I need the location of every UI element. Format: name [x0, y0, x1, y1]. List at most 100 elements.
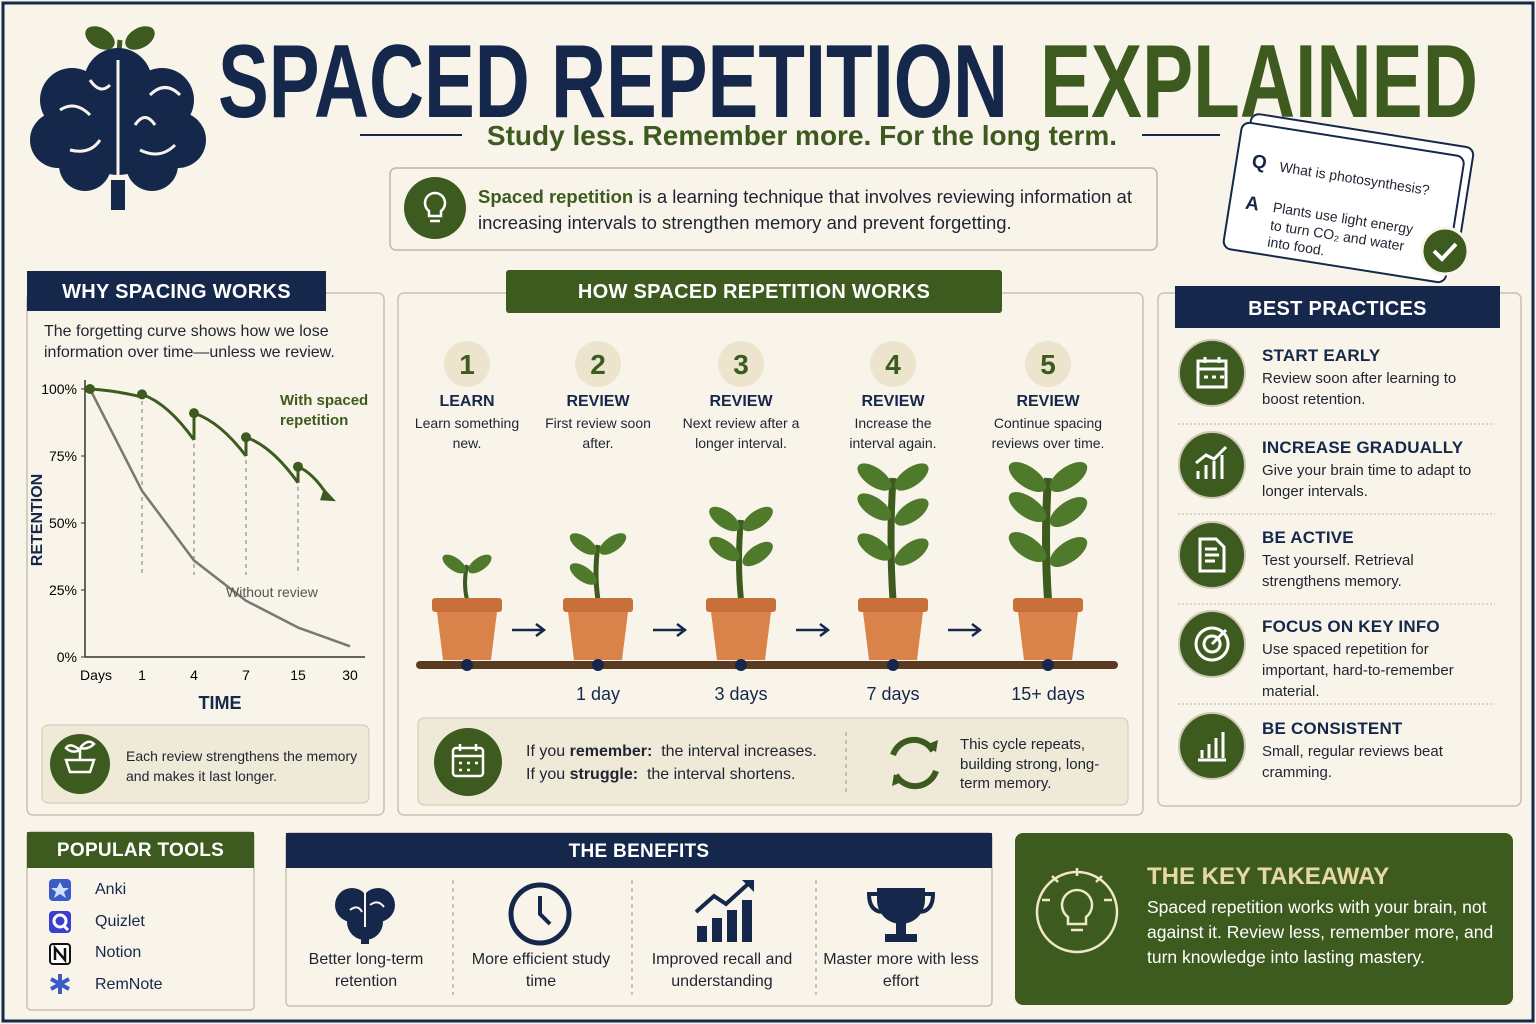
pot-rim: [858, 598, 928, 612]
pot: [711, 612, 771, 660]
interval: 1 day: [575, 684, 621, 704]
pot-rim: [706, 598, 776, 612]
review-point: [189, 408, 199, 419]
rule-prefix: If you: [526, 766, 566, 783]
definition-text: is a learning technique that involves re…: [478, 186, 1132, 233]
pot: [568, 612, 628, 660]
rule-keyword: remember:: [569, 743, 653, 760]
bp-glyph: [1194, 626, 1230, 662]
bp-title: BEST PRACTICES: [1248, 298, 1427, 320]
leaf: [1008, 461, 1047, 493]
y-tick-label: 0%: [57, 649, 77, 665]
step-number: 5: [1040, 349, 1056, 380]
x-tick-label: 30: [342, 667, 358, 683]
tool: RemNote: [95, 975, 163, 993]
step-arrow: [653, 623, 688, 637]
bp-item-title: BE ACTIVE: [1262, 528, 1354, 547]
leaf: [1008, 491, 1047, 523]
leaf: [857, 533, 892, 561]
shelf-dot: [1042, 659, 1054, 671]
rule-result: the interval shortens.: [646, 766, 796, 783]
leaf: [857, 493, 892, 521]
rule: If you struggle: the interval shortens.: [526, 763, 817, 786]
bp-glyph: [1198, 537, 1226, 573]
rule-keyword: struggle:: [569, 766, 639, 783]
stem: [463, 564, 469, 601]
why-title: WHY SPACING WORKS: [62, 281, 291, 303]
tool: Quizlet: [95, 912, 145, 930]
rules: If you remember: the interval increases.…: [526, 740, 817, 786]
bp-item-text: Use spaced repetition for important, har…: [1262, 641, 1454, 700]
y-tick-label: 25%: [49, 582, 77, 598]
x-tick-label: 4: [190, 667, 198, 683]
y-tick-label: 75%: [49, 448, 77, 464]
definition-box: [389, 167, 1158, 251]
bp-item-title: INCREASE GRADUALLY: [1262, 438, 1464, 457]
rule-prefix: If you: [526, 743, 566, 760]
stem: [887, 477, 897, 601]
bp-icon: [1178, 339, 1246, 407]
step-arrow: [512, 623, 547, 637]
tools-title: POPULAR TOOLS: [56, 840, 225, 861]
bp-item-title: FOCUS ON KEY INFO: [1262, 617, 1440, 636]
step-label: LEARN: [439, 393, 495, 410]
bp-glyph: [1198, 732, 1226, 762]
bp-item-text: Test yourself. Retrieval strengthens mem…: [1262, 552, 1414, 590]
leaf: [569, 533, 597, 555]
step-text: Increase the interval again.: [849, 415, 937, 451]
stem: [1042, 477, 1052, 601]
leaf: [857, 463, 892, 491]
step-circle: [444, 341, 490, 387]
leaf: [1049, 496, 1088, 528]
review-point: [241, 432, 251, 443]
shelf-dot: [592, 659, 604, 671]
step-text: Next review after a longer interval.: [682, 415, 800, 451]
step-arrow: [796, 623, 831, 637]
leaf: [742, 541, 773, 567]
tool: Anki: [95, 881, 127, 898]
y-tick-label: 50%: [49, 515, 77, 531]
arrowhead: [320, 488, 336, 502]
bp-glyph: [1195, 445, 1228, 479]
takeaway-text: Spaced repetition works with your brain,…: [1147, 897, 1494, 967]
benefit: Better long-term retention: [308, 951, 424, 991]
pot: [863, 612, 923, 660]
shelf-dot: [735, 659, 747, 671]
benefit-icons: [335, 880, 936, 946]
x-tick-label: 7: [242, 667, 250, 683]
pot-rim: [1013, 598, 1083, 612]
step-text: Learn something new.: [414, 415, 520, 451]
y-axis-title: RETENTION: [29, 474, 46, 566]
x-tick-label: Days: [80, 667, 112, 683]
stem: [736, 519, 744, 601]
bp-item-title: BE CONSISTENT: [1262, 719, 1403, 738]
leaf: [742, 506, 773, 532]
step-text: Continue spacing reviews over time.: [991, 415, 1105, 451]
leaf: [1049, 536, 1088, 568]
review-point: [293, 461, 303, 472]
legend-with: With spaced repetition: [280, 392, 369, 429]
leaf: [599, 533, 627, 555]
pot-rim: [432, 598, 502, 612]
step-number: 3: [733, 349, 749, 380]
definition: Spaced repetition is a learning techniqu…: [478, 184, 1148, 236]
legend-without: Without review: [226, 584, 318, 600]
step-number: 4: [885, 349, 901, 380]
pot-rim: [563, 598, 633, 612]
bp-glyph: [1196, 357, 1228, 389]
stem: [593, 544, 601, 601]
curve-segment: [141, 392, 196, 441]
benefit: More efficient study time: [471, 951, 611, 991]
step-circle: [575, 341, 621, 387]
leaf: [894, 498, 929, 526]
step-label: REVIEW: [861, 393, 925, 410]
step-circle: [718, 341, 764, 387]
subtitle: Study less. Remember more. For the long …: [486, 120, 1118, 151]
benefit: Master more with less effort: [823, 951, 979, 991]
bp-item-text: Small, regular reviews beat cramming.: [1262, 743, 1443, 781]
benefits-title: THE BENEFITS: [568, 841, 710, 862]
review-point: [85, 384, 95, 394]
